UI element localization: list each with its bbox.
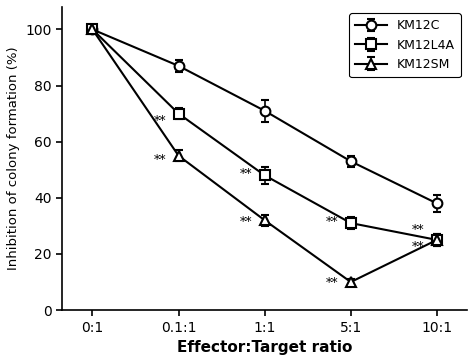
Text: **: ** xyxy=(154,115,166,128)
Text: **: ** xyxy=(412,241,424,254)
Text: **: ** xyxy=(154,154,166,167)
Y-axis label: Inhibition of colony formation (%): Inhibition of colony formation (%) xyxy=(7,47,20,270)
Legend: KM12C, KM12L4A, KM12SM: KM12C, KM12L4A, KM12SM xyxy=(349,13,461,77)
Text: **: ** xyxy=(239,216,252,229)
Text: **: ** xyxy=(412,224,424,237)
Text: **: ** xyxy=(326,277,338,290)
Text: **: ** xyxy=(239,168,252,181)
X-axis label: Effector:Target ratio: Effector:Target ratio xyxy=(177,340,352,355)
Text: **: ** xyxy=(326,216,338,229)
